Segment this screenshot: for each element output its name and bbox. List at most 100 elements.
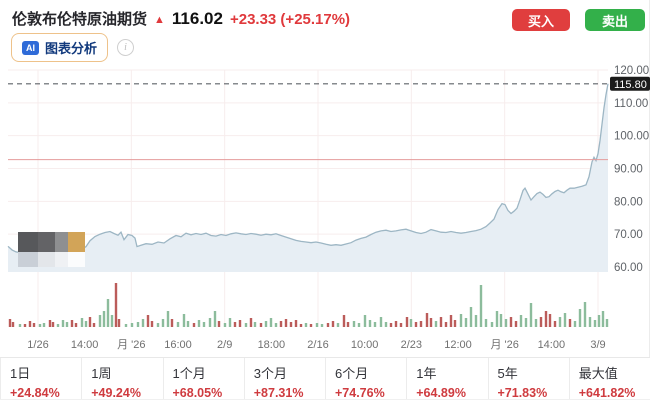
period-label: 6个月 — [335, 366, 369, 381]
volume-bar — [394, 321, 398, 327]
mosaic-blur-block — [55, 232, 68, 252]
volume-bar — [289, 322, 293, 327]
volume-bar — [453, 320, 457, 327]
period-tabs: 1日 +24.84% 1周 +49.24% 1个月 +68.05% 3个月 +8… — [0, 357, 650, 400]
volume-bar — [284, 319, 288, 327]
tab-max[interactable]: 最大值 +641.82% — [570, 358, 650, 400]
tab-1w[interactable]: 1周 +49.24% — [82, 358, 164, 400]
period-change: +49.24% — [91, 386, 141, 400]
volume-bar — [182, 314, 186, 327]
volume-bar — [249, 318, 253, 327]
volume-bar — [98, 315, 102, 327]
y-axis-tick: 120.00 — [614, 65, 649, 77]
price-area-fill — [8, 83, 608, 272]
volume-bar — [601, 311, 605, 327]
volume-bar — [363, 315, 367, 327]
volume-bar — [357, 323, 361, 327]
volume-bar — [474, 315, 478, 327]
period-label: 1个月 — [172, 366, 206, 381]
volume-bar — [389, 323, 393, 327]
price-chart[interactable]: 120.00 110.00 100.00 90.00 80.00 70.00 60.00 11… — [0, 60, 650, 350]
volume-bar — [146, 315, 150, 327]
tab-1m[interactable]: 1个月 +68.05% — [164, 358, 245, 400]
volume-bar — [573, 321, 577, 327]
volume-bar — [213, 311, 217, 327]
volume-bar — [320, 324, 324, 327]
period-label: 3个月 — [253, 366, 287, 381]
volume-bar — [539, 317, 543, 327]
info-icon[interactable]: i — [117, 39, 135, 56]
x-axis-tick: 12:00 — [444, 339, 472, 350]
volume-bar — [70, 320, 74, 327]
volume-bar — [192, 323, 196, 327]
volume-bar — [346, 322, 350, 327]
current-price-badge — [610, 76, 650, 91]
x-axis-tick: 3/9 — [590, 339, 605, 350]
volume-bar — [106, 299, 110, 327]
volume-bar — [588, 317, 592, 327]
period-change: +24.84% — [10, 386, 60, 400]
volume-bar — [509, 317, 513, 327]
volume-bar — [51, 322, 55, 327]
volume-bar — [279, 321, 283, 327]
buy-button[interactable]: 买入 — [512, 9, 570, 31]
tab-6m[interactable]: 6个月 +74.76% — [326, 358, 408, 400]
volume-bar — [114, 283, 118, 327]
volume-bar — [309, 324, 313, 327]
volume-bar — [259, 323, 263, 327]
volume-bar — [597, 315, 601, 327]
volume-bar — [11, 322, 15, 327]
volume-bar — [593, 320, 597, 327]
volume-bar — [519, 315, 523, 327]
volume-bar — [368, 320, 372, 327]
volume-bar — [80, 318, 84, 327]
volume-bar — [161, 319, 165, 327]
volume-bar — [88, 317, 92, 327]
tab-5y[interactable]: 5年 +71.83% — [489, 358, 570, 400]
current-price-badge-label: 115.80 — [614, 79, 647, 91]
period-change: +64.89% — [416, 386, 466, 400]
price-line — [7, 83, 609, 254]
volume-bar — [342, 315, 346, 327]
volume-bar — [605, 319, 609, 327]
volume-bar — [42, 323, 46, 327]
volume-bar — [425, 313, 429, 327]
volume-bar — [444, 322, 448, 327]
volume-bar — [202, 322, 206, 327]
volume-bar — [74, 323, 78, 327]
x-axis-tick: 2/16 — [307, 339, 328, 350]
volume-bar — [264, 321, 268, 327]
volume-bar — [61, 320, 65, 327]
tab-1d[interactable]: 1日 +24.84% — [0, 358, 83, 400]
period-label: 5年 — [497, 366, 518, 381]
volume-bar — [499, 314, 503, 327]
volume-bar — [269, 318, 273, 327]
x-axis-tick: 月 '26 — [490, 339, 518, 350]
volume-bar — [514, 321, 518, 327]
volume-bar — [38, 324, 42, 327]
volume-bar — [253, 322, 257, 327]
y-axis-tick: 90.00 — [614, 164, 643, 176]
x-axis-tick: 1/26 — [27, 339, 48, 350]
ai-chart-analysis-label: 图表分析 — [45, 41, 98, 56]
volume-bar — [130, 323, 134, 327]
volume-bar — [238, 320, 242, 327]
sell-button[interactable]: 卖出 — [585, 9, 645, 31]
tab-1y[interactable]: 1年 +64.89% — [407, 358, 489, 400]
ai-analysis-row: AI 图表分析 i — [11, 33, 135, 62]
volume-bar — [228, 318, 232, 327]
y-axis-tick: 80.00 — [614, 196, 643, 208]
mosaic-blur-block — [68, 232, 85, 252]
volume-bar — [379, 317, 383, 327]
instrument-header: 伦敦布伦特原油期货 ▲ 116.02 +23.33 (+25.17%) — [12, 8, 350, 29]
volume-bar — [217, 321, 221, 327]
volume-bar — [141, 319, 145, 327]
volume-bar — [176, 322, 180, 327]
price-change: +23.33 (+25.17%) — [229, 11, 351, 28]
volume-bar — [568, 319, 572, 327]
volume-bar — [92, 323, 96, 327]
tab-3m[interactable]: 3个月 +87.31% — [245, 358, 326, 400]
volume-bar — [352, 321, 356, 327]
volume-bar — [48, 320, 52, 327]
ai-chart-analysis-button[interactable]: AI 图表分析 — [11, 33, 109, 62]
